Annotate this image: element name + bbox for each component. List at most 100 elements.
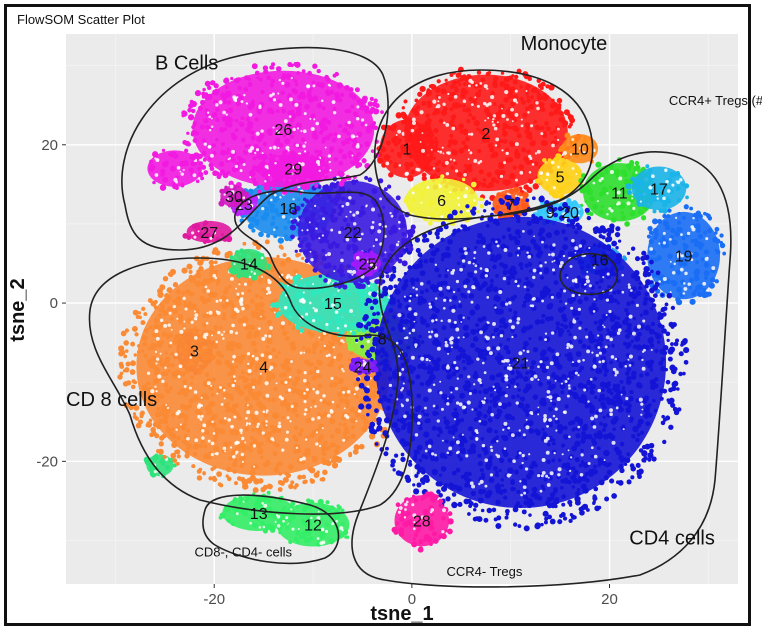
cluster-19-point [682,242,687,247]
cluster-4-point [290,387,297,394]
cluster-11-gap [596,200,599,203]
cluster-4-point [208,476,213,481]
cluster-4-gap [157,374,162,379]
cluster-21-point [497,352,501,357]
cluster-15-point [351,330,357,336]
cluster-4-point [224,286,230,292]
cluster-21-point [477,352,482,357]
cluster-21-point [412,483,416,487]
cluster-2-gap [476,104,480,108]
extra-blob-1-point [161,148,166,153]
cluster-4-gap [175,411,180,416]
cluster-21-point [607,381,611,385]
cluster-2-point [525,160,531,165]
cluster-2-point [425,113,430,118]
cluster-19-point [666,214,671,219]
cluster-5-point [550,179,556,185]
cluster-2-gap [520,124,524,128]
cluster-19-point [653,227,659,234]
cluster-4-point [183,300,187,305]
cluster-4-point [226,341,231,346]
cluster-21-point [488,284,494,290]
cluster-4-point [284,402,291,409]
cluster-19-point [703,291,708,296]
cluster-17-point [652,209,657,214]
cluster-2-point [508,75,512,79]
cluster-13-gap [235,512,239,516]
cluster-21-point [440,237,445,243]
cluster-2-point [508,141,514,146]
cluster-21-point [616,398,624,406]
cluster-21-point [548,316,554,321]
cluster-2-point [449,121,454,126]
cluster-21-point [549,492,556,498]
cluster-21-point [658,360,664,366]
cluster-4-gap [325,354,329,358]
cluster-12-point [306,498,311,503]
cluster-21-point [603,269,608,274]
cluster-4-point [244,445,249,450]
cluster-21-point [647,457,652,462]
cluster-21-point [491,345,496,351]
cluster-12-point [306,515,312,521]
cluster-4-gap [200,414,204,418]
cluster-4-point [255,362,260,367]
cluster-4-point [363,424,368,428]
cluster-2-point [501,127,506,131]
cluster-21-point [419,316,424,320]
cluster-4-gap [261,431,265,435]
cluster-11-gap [598,179,602,183]
cluster-2-gap [514,142,519,147]
cluster-21-point [366,349,370,354]
cluster-19-point [708,282,715,289]
cluster-21-point [447,429,453,435]
cluster-2-point [533,87,538,92]
cluster-4-gap [165,403,168,406]
cluster-2-point [464,136,471,142]
cluster-4-gap [244,441,247,444]
cluster-21-point [469,435,474,441]
cluster-4-point [157,340,161,345]
cluster-4-point [221,303,228,310]
cluster-21-point [389,294,394,298]
cluster-11-point [622,172,628,178]
cluster-2-point [508,125,512,130]
cluster-4-point [238,457,243,461]
cluster-2-point [553,135,558,140]
cluster-6-point [422,180,426,185]
cluster-4-point [148,361,155,369]
cluster-4-point [321,457,326,462]
cluster-4-point [172,307,177,312]
cluster-21-point [662,388,668,394]
cluster-4-point [240,441,245,446]
cluster-4-gap [220,333,224,336]
cluster-21-point [543,269,549,275]
cluster-4-point [254,302,258,307]
cluster-4-point [267,330,273,335]
cluster-21-point [576,311,581,316]
cluster-21-point [389,301,393,305]
cluster-4-point [212,247,219,253]
cluster-10-point [563,154,568,159]
cluster-18-point [277,237,284,244]
cluster-4-point [190,375,194,380]
cluster-11-point [630,163,634,167]
cluster-21-point [392,468,396,472]
cluster-4-gap [146,371,151,375]
cluster-21-point [560,323,564,327]
cluster-4-point [335,444,340,449]
cluster-4-gap [241,306,245,311]
cluster-6-gap [420,201,423,204]
cluster-2-point [417,123,422,128]
cluster-4-point [261,315,267,320]
cluster-4-point [350,390,355,395]
cluster-2-point [554,140,559,145]
cluster-21-point [395,427,401,433]
cluster-4-point [320,336,325,341]
cluster-4-point [183,351,188,356]
cluster-2-point [456,79,461,84]
cluster-4-point [146,381,151,386]
cluster-19-point [677,220,682,225]
cluster-4-point [131,384,136,390]
cluster-2-point [463,144,469,150]
